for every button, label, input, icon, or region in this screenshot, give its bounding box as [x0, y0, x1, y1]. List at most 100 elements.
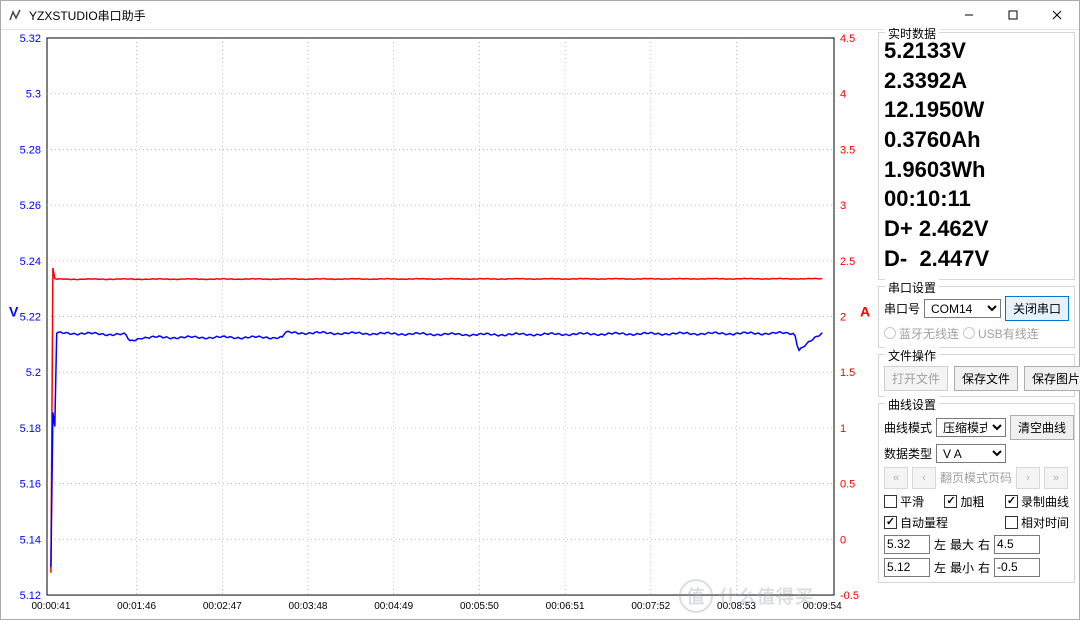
rt-power: 12.1950W: [884, 95, 1069, 125]
minimize-icon: [964, 10, 974, 20]
maximize-button[interactable]: [991, 1, 1035, 29]
close-button[interactable]: [1035, 1, 1079, 29]
realtime-group: 实时数据 5.2133V 2.3392A 12.1950W 0.3760Ah 1…: [878, 32, 1075, 280]
port-select[interactable]: COM14: [924, 299, 1001, 318]
window-title: YZXSTUDIO串口助手: [29, 7, 146, 24]
chevron-right-double-icon: »: [1053, 472, 1059, 484]
open-file-button[interactable]: 打开文件: [884, 366, 948, 391]
serial-group: 串口设置 串口号 COM14 关闭串口 蓝牙无线连 USB有线连: [878, 286, 1075, 348]
svg-text:-0.5: -0.5: [840, 590, 859, 602]
svg-text:1.5: 1.5: [840, 367, 855, 379]
svg-text:5.24: 5.24: [20, 256, 41, 268]
curve-mode-label: 曲线模式: [884, 419, 932, 436]
page-last-button[interactable]: »: [1044, 467, 1068, 489]
svg-text:0: 0: [840, 534, 846, 546]
save-file-button[interactable]: 保存文件: [954, 366, 1018, 391]
checkbox-icon: [884, 516, 897, 529]
checkbox-icon: [884, 495, 897, 508]
autorange-checkbox[interactable]: 自动量程: [884, 514, 948, 531]
svg-text:00:08:53: 00:08:53: [717, 601, 756, 612]
page-prev-button[interactable]: ‹: [912, 467, 936, 489]
svg-text:3.5: 3.5: [840, 144, 855, 156]
datatype-select[interactable]: V A: [936, 444, 1006, 463]
chevron-left-double-icon: «: [893, 472, 899, 484]
svg-text:5.16: 5.16: [20, 479, 41, 491]
rt-capacity: 0.3760Ah: [884, 125, 1069, 155]
svg-text:2.5: 2.5: [840, 256, 855, 268]
svg-text:5.32: 5.32: [20, 33, 41, 45]
left-min-input[interactable]: [884, 558, 930, 577]
checkbox-icon: [1005, 516, 1018, 529]
file-title: 文件操作: [885, 347, 939, 364]
maximize-icon: [1008, 10, 1018, 20]
right-label: 右: [978, 536, 990, 553]
usb-radio[interactable]: USB有线连: [963, 325, 1039, 342]
svg-text:00:07:52: 00:07:52: [631, 601, 670, 612]
curve-title: 曲线设置: [885, 396, 939, 413]
svg-text:00:01:46: 00:01:46: [117, 601, 156, 612]
svg-text:5.2: 5.2: [26, 367, 41, 379]
rt-dminus: D- 2.447V: [884, 244, 1069, 274]
bold-checkbox[interactable]: 加粗: [944, 493, 984, 510]
svg-text:00:02:47: 00:02:47: [203, 601, 242, 612]
svg-text:5.14: 5.14: [20, 534, 41, 546]
svg-text:A: A: [860, 304, 870, 320]
svg-text:5.18: 5.18: [20, 423, 41, 435]
svg-text:00:06:51: 00:06:51: [546, 601, 585, 612]
rt-time: 00:10:11: [884, 184, 1069, 214]
right-label-2: 右: [978, 559, 990, 576]
svg-text:00:09:54: 00:09:54: [803, 601, 842, 612]
svg-text:2: 2: [840, 312, 846, 324]
app-icon: [7, 7, 23, 23]
radio-icon: [884, 327, 896, 339]
close-port-button[interactable]: 关闭串口: [1005, 296, 1069, 321]
svg-text:3: 3: [840, 200, 846, 212]
rt-dplus: D+ 2.462V: [884, 214, 1069, 244]
page-first-button[interactable]: «: [884, 467, 908, 489]
svg-text:4.5: 4.5: [840, 33, 855, 45]
clear-curve-button[interactable]: 清空曲线: [1010, 415, 1074, 440]
checkbox-icon: [1005, 495, 1018, 508]
svg-text:0.5: 0.5: [840, 479, 855, 491]
line-chart: 5.125.145.165.185.25.225.245.265.285.35.…: [1, 30, 874, 619]
svg-text:1: 1: [840, 423, 846, 435]
rt-energy: 1.9603Wh: [884, 155, 1069, 185]
svg-text:V: V: [9, 304, 19, 320]
record-checkbox[interactable]: 录制曲线: [1005, 493, 1069, 510]
radio-icon: [963, 327, 975, 339]
right-min-input[interactable]: [994, 558, 1040, 577]
right-max-input[interactable]: [994, 535, 1040, 554]
rt-current: 2.3392A: [884, 66, 1069, 96]
left-max-input[interactable]: [884, 535, 930, 554]
port-label: 串口号: [884, 300, 920, 317]
svg-text:4: 4: [840, 89, 846, 101]
side-panel: 实时数据 5.2133V 2.3392A 12.1950W 0.3760Ah 1…: [874, 30, 1079, 619]
page-next-button[interactable]: ›: [1016, 467, 1040, 489]
minimize-button[interactable]: [947, 1, 991, 29]
curve-group: 曲线设置 曲线模式 压缩模式 清空曲线 数据类型 V A « ‹: [878, 403, 1075, 583]
window-root: YZXSTUDIO串口助手 5.125.145.165.185.25.225.2…: [0, 0, 1080, 620]
reltime-checkbox[interactable]: 相对时间: [1005, 514, 1069, 531]
curve-mode-select[interactable]: 压缩模式: [936, 418, 1006, 437]
page-label: 翻页模式页码: [940, 469, 1012, 486]
chevron-right-icon: ›: [1026, 472, 1030, 484]
checkbox-icon: [944, 495, 957, 508]
datatype-label: 数据类型: [884, 445, 932, 462]
client-area: 5.125.145.165.185.25.225.245.265.285.35.…: [1, 30, 1079, 619]
svg-text:5.3: 5.3: [26, 89, 41, 101]
svg-text:00:03:48: 00:03:48: [289, 601, 328, 612]
save-image-button[interactable]: 保存图片: [1024, 366, 1080, 391]
svg-text:5.26: 5.26: [20, 200, 41, 212]
left-label: 左: [934, 536, 946, 553]
close-icon: [1052, 10, 1062, 20]
file-group: 文件操作 打开文件 保存文件 保存图片: [878, 354, 1075, 397]
svg-text:00:00:41: 00:00:41: [31, 601, 70, 612]
chevron-left-icon: ‹: [922, 472, 926, 484]
bt-radio[interactable]: 蓝牙无线连: [884, 325, 959, 342]
min-label: 最小: [950, 559, 974, 576]
max-label: 最大: [950, 536, 974, 553]
svg-text:00:05:50: 00:05:50: [460, 601, 499, 612]
smooth-checkbox[interactable]: 平滑: [884, 493, 924, 510]
realtime-title: 实时数据: [885, 25, 939, 42]
svg-text:5.28: 5.28: [20, 144, 41, 156]
